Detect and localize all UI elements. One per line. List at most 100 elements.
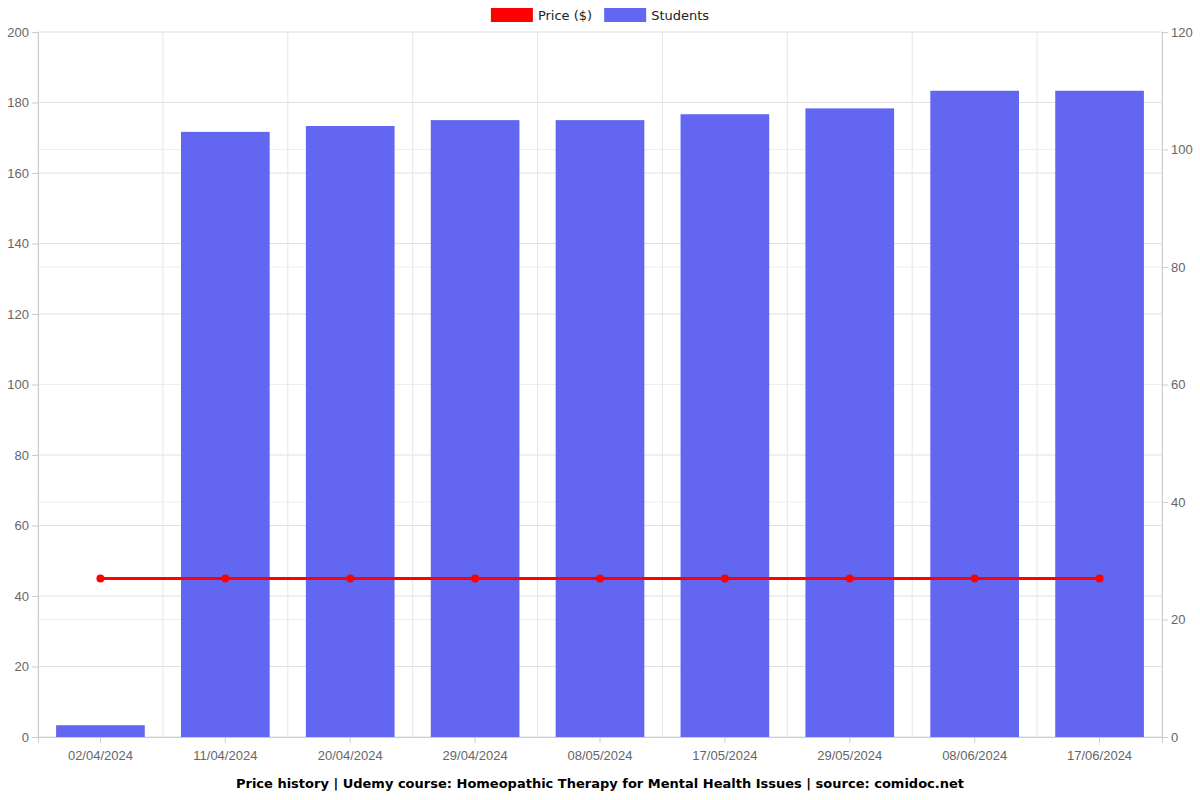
tick: 0 [22, 730, 38, 745]
tick: 0 [1162, 730, 1178, 745]
tick-mark [32, 103, 38, 104]
grid [38, 32, 1162, 737]
tick: 11/04/2024 [193, 737, 257, 763]
tick-label: 0 [22, 730, 29, 745]
bar [56, 725, 145, 737]
tick: 29/04/2024 [443, 737, 508, 763]
tick-label: 29/04/2024 [443, 748, 508, 763]
y-axis: 020406080100120140160180200 [7, 25, 38, 745]
grid-line [38, 32, 1162, 33]
tick-label: 80 [1171, 260, 1185, 275]
title: Price history | Udemy course: Homeopathi… [236, 776, 964, 791]
point [971, 574, 979, 582]
grid-line-vertical [662, 32, 663, 737]
tick-mark [724, 737, 725, 743]
tick: 200 [7, 25, 38, 40]
tick-label: 11/04/2024 [193, 748, 257, 763]
tick: 80 [15, 448, 38, 463]
tick: 180 [7, 95, 38, 110]
legend-swatch [604, 8, 646, 22]
bar [431, 120, 520, 737]
tick-label: 40 [1171, 495, 1185, 510]
legend-label: Students [651, 8, 709, 23]
bar [805, 108, 894, 737]
tick-label: 20 [1171, 612, 1185, 627]
legend-item: Students [604, 8, 709, 23]
tick: 60 [1162, 377, 1185, 392]
grid-line-vertical [537, 32, 538, 737]
tick-mark [32, 455, 38, 456]
legend: Price ($) Students [491, 8, 709, 23]
tick-label: 60 [1171, 377, 1185, 392]
bar [306, 126, 395, 737]
tick-mark [32, 667, 38, 668]
tick-mark [849, 737, 850, 743]
tick-label: 80 [15, 448, 29, 463]
tick-mark [32, 32, 38, 33]
grid-line-vertical [1037, 32, 1038, 737]
tick-mark [100, 737, 101, 743]
tick: 20/04/2024 [318, 737, 383, 763]
point [846, 574, 854, 582]
tick-label: 180 [7, 95, 29, 110]
tick-label: 100 [1171, 142, 1193, 157]
tick-mark [600, 737, 601, 743]
tick-mark [1162, 32, 1168, 33]
point [596, 574, 604, 582]
tick-label: 20 [15, 659, 29, 674]
tick-label: 40 [15, 589, 29, 604]
tick-label: 0 [1171, 730, 1178, 745]
tick: 140 [7, 236, 38, 251]
tick: 160 [7, 166, 38, 181]
tick-mark [32, 737, 38, 738]
grid-line-vertical [787, 32, 788, 737]
tick-mark [32, 314, 38, 315]
legend-label: Price ($) [538, 8, 592, 23]
point [221, 574, 229, 582]
tick-label: 160 [7, 166, 29, 181]
x-axis: 02/04/202411/04/202420/04/202429/04/2024… [39, 737, 1163, 763]
tick: 17/05/2024 [692, 737, 757, 763]
grid-line-vertical [287, 32, 288, 737]
point [96, 574, 104, 582]
tick-label: 100 [7, 377, 29, 392]
tick: 80 [1162, 260, 1185, 275]
tick-label: 08/05/2024 [567, 748, 632, 763]
axis-line [38, 33, 39, 738]
point [346, 574, 354, 582]
point [471, 574, 479, 582]
grid-line-vertical [912, 32, 913, 737]
tick-label: 140 [7, 236, 29, 251]
plot-area [56, 91, 1144, 737]
tick: 20 [15, 659, 38, 674]
tick-mark [475, 737, 476, 743]
tick-label: 29/05/2024 [817, 748, 882, 763]
tick-mark [1162, 385, 1168, 386]
grid-line-vertical [162, 32, 163, 737]
tick-mark [1162, 267, 1168, 268]
tick-mark [32, 244, 38, 245]
bar [930, 91, 1019, 737]
legend-swatch [491, 8, 533, 22]
grid-line [38, 32, 1162, 33]
tick-label: 17/06/2024 [1067, 748, 1132, 763]
tick-mark [225, 737, 226, 743]
tick: 100 [1162, 142, 1193, 157]
tick-mark [1099, 737, 1100, 743]
tick: 40 [15, 589, 38, 604]
tick-mark [1162, 620, 1168, 621]
tick-label: 120 [7, 307, 29, 322]
tick-mark [32, 173, 38, 174]
tick: 120 [7, 307, 38, 322]
tick: 29/05/2024 [817, 737, 882, 763]
bar [1055, 91, 1144, 737]
grid-line-vertical [412, 32, 413, 737]
point [1096, 574, 1104, 582]
tick-mark [350, 737, 351, 743]
tick: 08/05/2024 [567, 737, 632, 763]
tick-label: 08/06/2024 [942, 748, 1007, 763]
tick: 20 [1162, 612, 1185, 627]
tick: 08/06/2024 [942, 737, 1007, 763]
bar [681, 114, 770, 737]
chart: 0204060801001201401601802000204060801001… [0, 0, 1200, 800]
